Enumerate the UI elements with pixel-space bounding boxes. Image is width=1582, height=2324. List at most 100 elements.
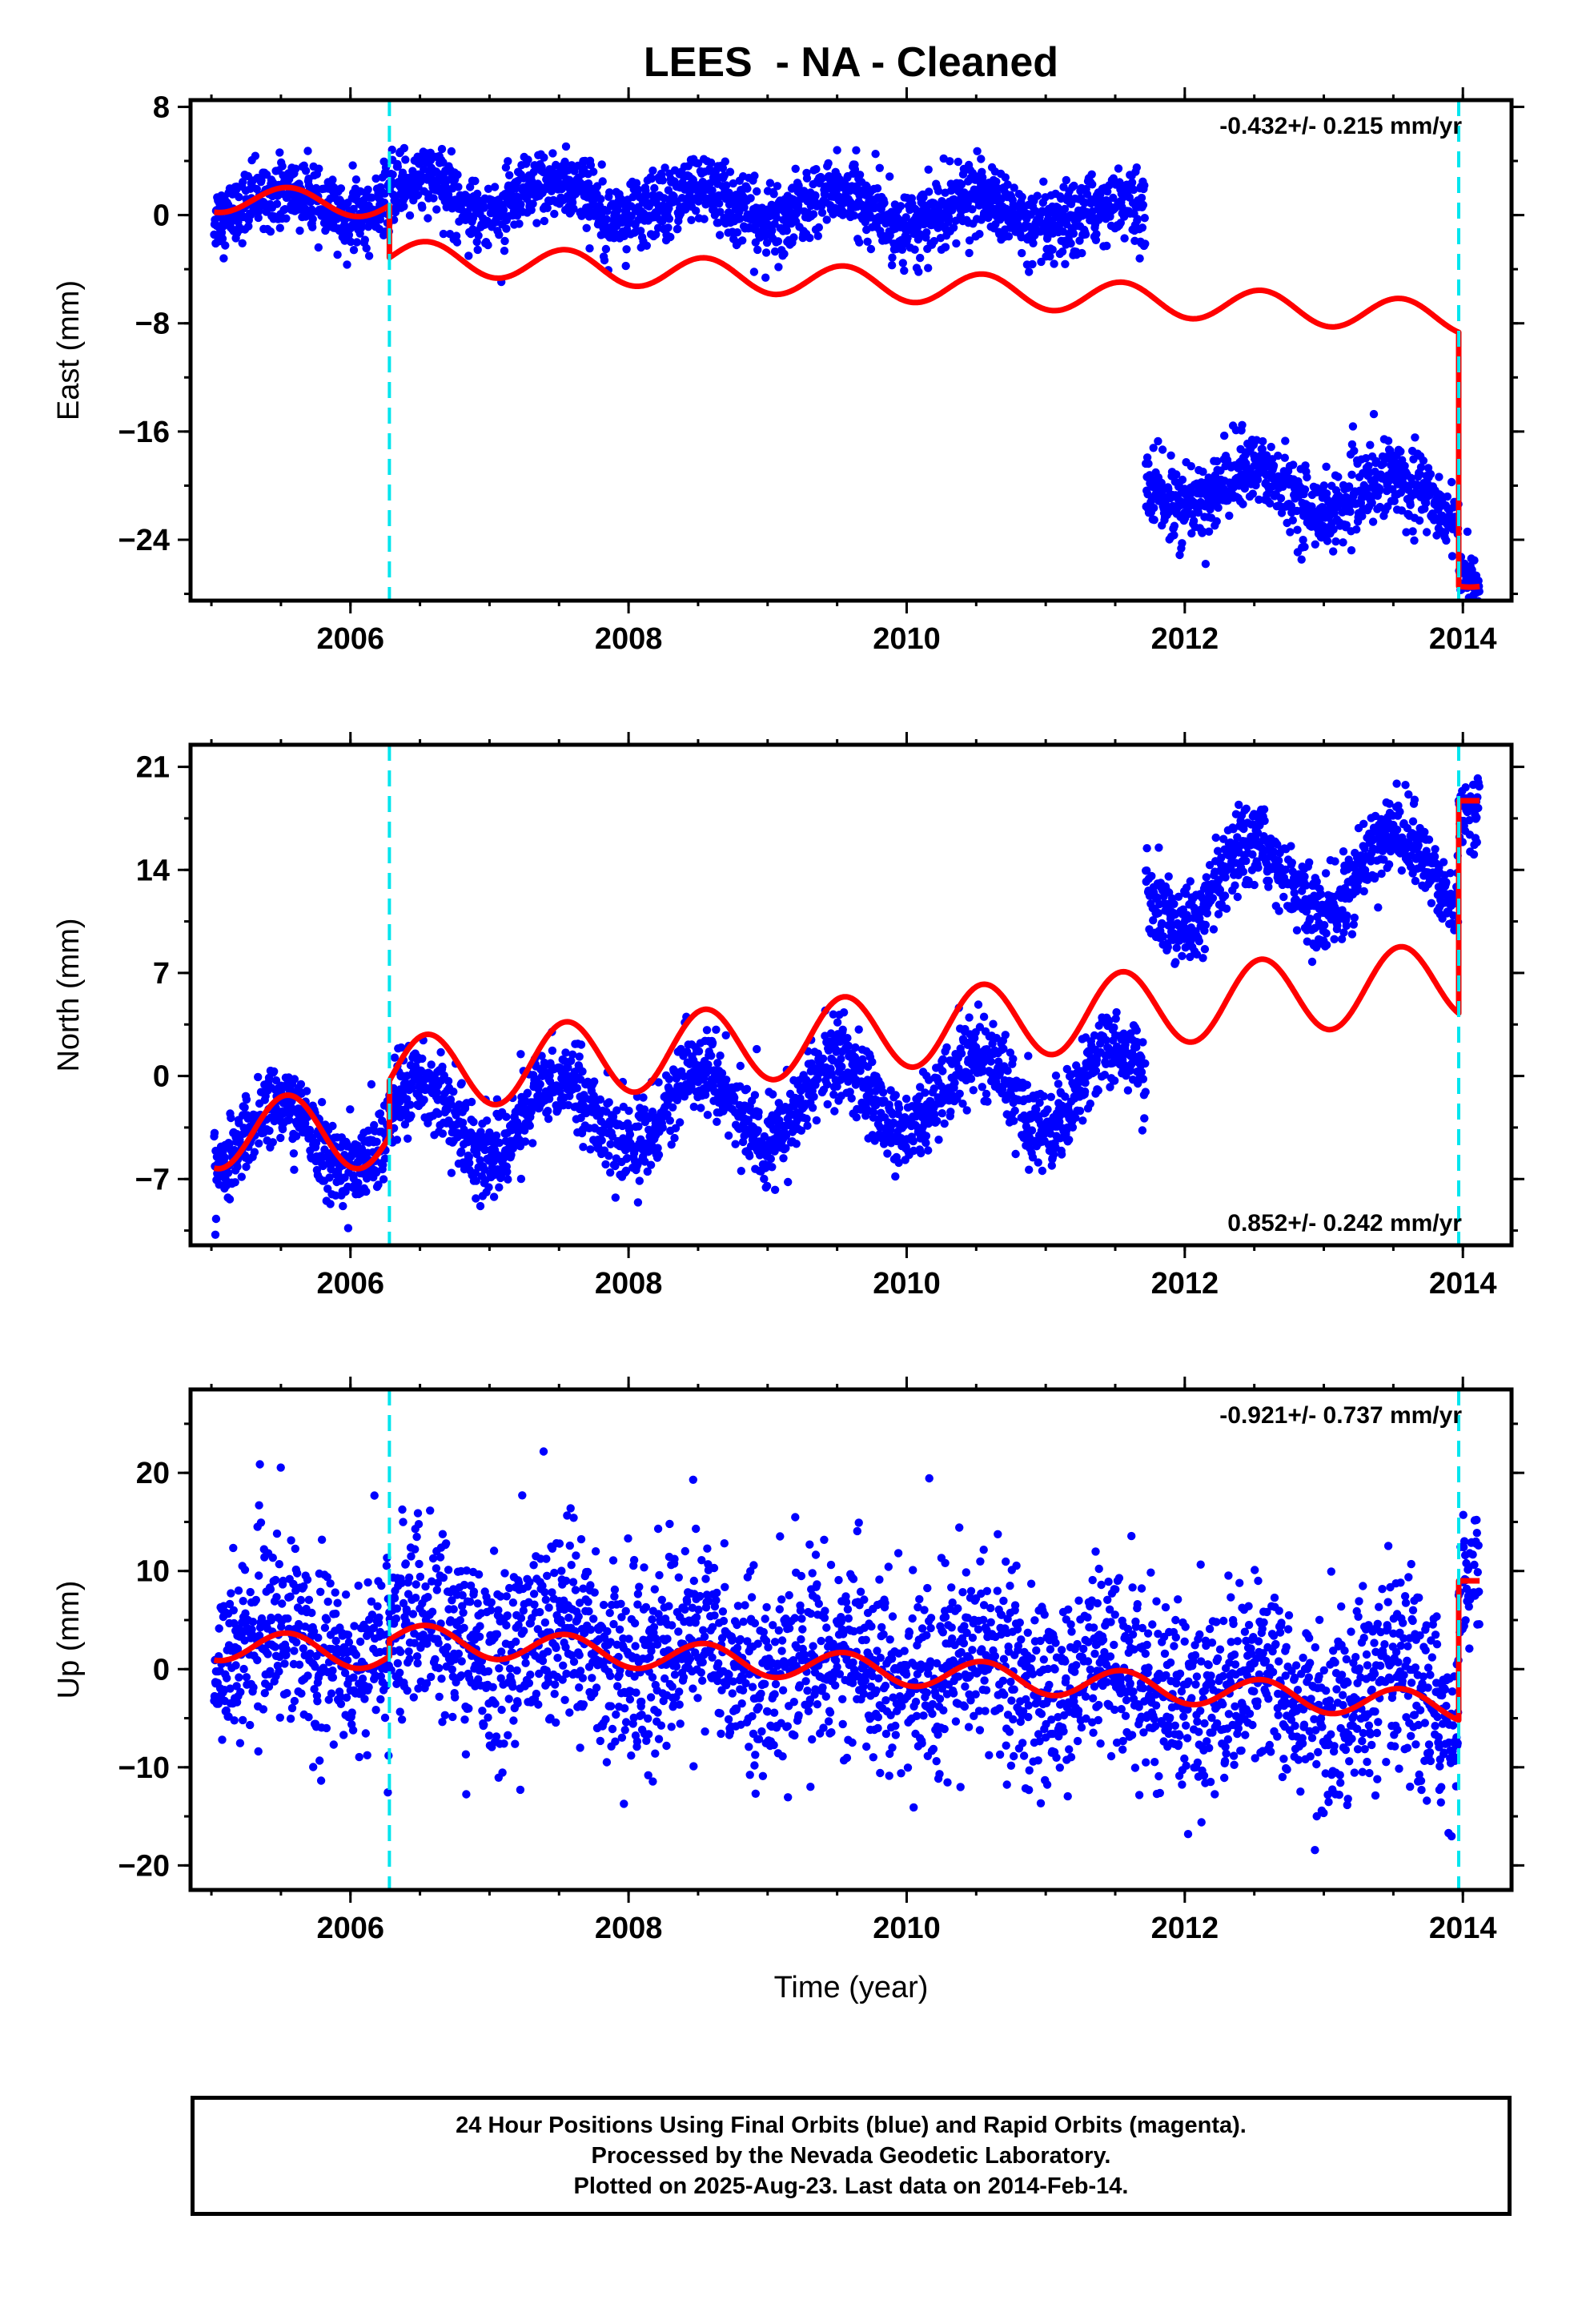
data-point — [1109, 174, 1118, 183]
data-point — [946, 1108, 955, 1116]
data-point — [437, 144, 447, 154]
data-point — [439, 229, 448, 239]
data-point — [922, 228, 931, 237]
data-point — [694, 1047, 704, 1056]
data-point — [1267, 442, 1275, 452]
data-point — [532, 219, 541, 227]
data-point — [1397, 506, 1407, 515]
data-point — [770, 247, 780, 256]
data-point — [276, 1133, 285, 1143]
data-point — [504, 1175, 512, 1184]
data-point — [1369, 409, 1379, 419]
data-point — [779, 1154, 788, 1163]
data-point — [888, 253, 897, 262]
data-point — [1135, 254, 1144, 263]
data-point — [930, 236, 939, 246]
data-point — [1157, 478, 1166, 488]
data-point — [812, 165, 821, 174]
data-point — [469, 1117, 478, 1127]
data-point — [354, 1178, 363, 1188]
data-point — [590, 1077, 599, 1086]
data-point — [1223, 456, 1232, 464]
data-point — [660, 194, 669, 203]
data-point — [811, 191, 820, 200]
data-point — [1352, 525, 1361, 534]
data-point — [1410, 536, 1419, 545]
data-point — [1039, 177, 1048, 186]
data-point — [648, 166, 657, 175]
data-point — [235, 192, 243, 202]
data-point — [903, 234, 912, 243]
data-point — [275, 148, 284, 157]
data-point — [1411, 433, 1419, 442]
data-point — [670, 1133, 679, 1143]
data-point — [794, 181, 803, 190]
data-point — [780, 249, 789, 259]
y-tick-label: −24 — [118, 524, 170, 557]
data-point — [540, 153, 548, 162]
data-point — [736, 1061, 745, 1071]
data-point — [792, 1140, 801, 1148]
data-point — [349, 246, 359, 255]
data-point — [444, 1076, 453, 1086]
plot-frame — [188, 98, 1514, 603]
data-point — [1087, 170, 1096, 179]
data-point — [658, 176, 667, 185]
data-point — [743, 184, 752, 193]
model-line — [212, 184, 1481, 590]
data-point — [946, 157, 954, 166]
data-point — [1361, 454, 1371, 463]
data-point — [1133, 215, 1142, 223]
data-point — [796, 1094, 805, 1103]
data-point — [1028, 259, 1037, 269]
data-point — [737, 1167, 745, 1176]
data-point — [1027, 1126, 1037, 1135]
data-point — [1068, 1123, 1078, 1132]
data-point — [250, 1148, 259, 1156]
data-point — [957, 180, 966, 189]
data-point — [339, 1201, 347, 1211]
data-point — [484, 184, 493, 193]
data-point — [466, 183, 475, 191]
data-point — [452, 1111, 460, 1120]
data-point — [611, 1161, 620, 1171]
data-point — [640, 1157, 649, 1166]
data-point — [875, 163, 885, 172]
data-point — [887, 261, 897, 270]
data-point — [352, 238, 361, 247]
data-point — [868, 1057, 877, 1067]
data-point — [406, 1100, 415, 1109]
data-point — [854, 1025, 863, 1034]
data-point — [1172, 470, 1181, 479]
data-point — [579, 1143, 588, 1152]
data-point — [265, 1126, 274, 1136]
data-point — [500, 236, 509, 246]
data-point — [965, 236, 974, 245]
data-point — [268, 1138, 277, 1147]
data-point — [275, 223, 284, 232]
data-point — [768, 1163, 777, 1172]
data-point — [233, 1162, 242, 1172]
data-point — [847, 1094, 856, 1103]
data-point — [432, 205, 441, 214]
data-point — [1025, 1165, 1034, 1174]
data-point — [362, 243, 371, 253]
data-point — [1297, 555, 1306, 564]
data-point — [1281, 436, 1290, 445]
data-point — [516, 1050, 525, 1059]
data-point — [473, 245, 482, 255]
data-point — [585, 244, 594, 253]
data-point — [621, 261, 630, 271]
data-point — [693, 159, 703, 168]
data-point — [429, 194, 438, 203]
data-point — [292, 1132, 301, 1141]
data-point — [560, 157, 569, 167]
data-point — [1069, 229, 1078, 238]
data-point — [523, 1088, 532, 1097]
data-point — [1194, 508, 1203, 517]
data-point — [789, 233, 798, 242]
data-point — [1236, 444, 1245, 454]
data-point — [986, 1057, 995, 1066]
data-point — [1266, 499, 1275, 508]
